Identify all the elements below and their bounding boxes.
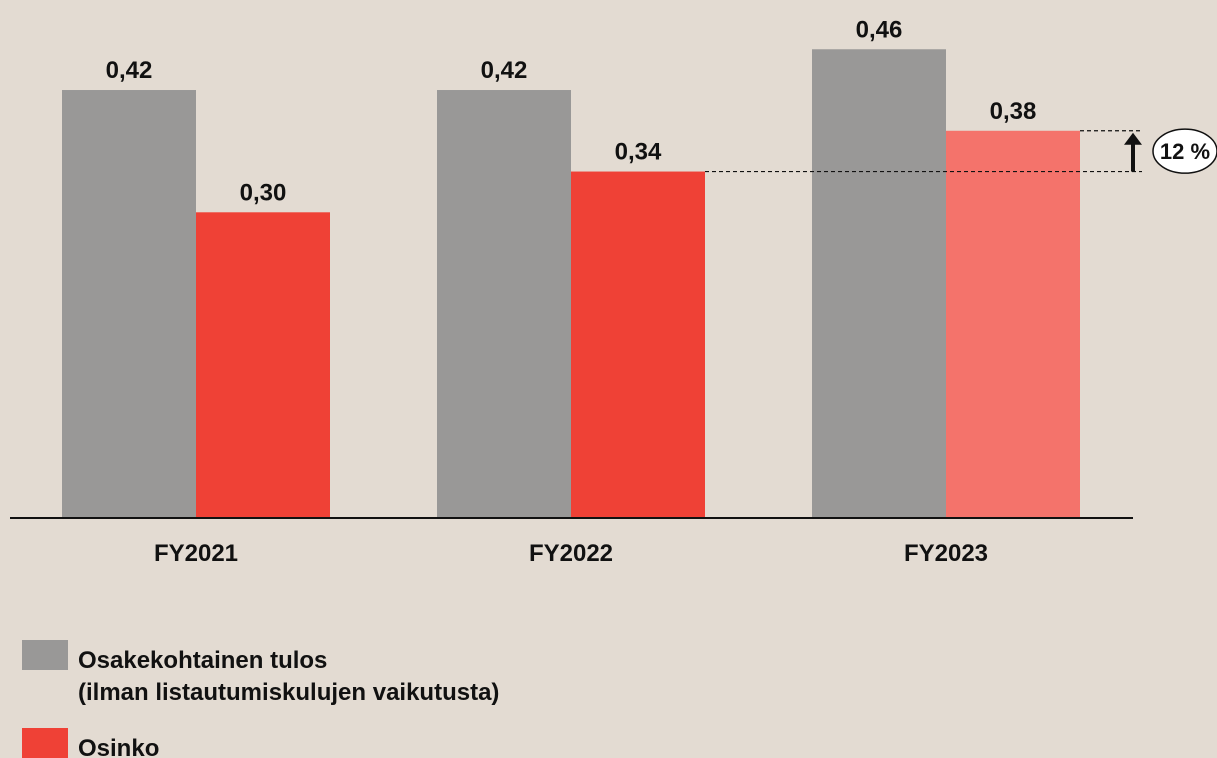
bar bbox=[812, 49, 946, 518]
legend-swatch bbox=[22, 728, 68, 758]
bar bbox=[62, 90, 196, 519]
data-label: 0,38 bbox=[990, 98, 1037, 125]
data-label: 0,42 bbox=[106, 57, 153, 84]
bar bbox=[437, 90, 571, 519]
bar bbox=[946, 130, 1080, 518]
x-tick-label: FY2023 bbox=[904, 540, 988, 567]
data-label: 0,42 bbox=[481, 57, 528, 84]
x-tick-label: FY2022 bbox=[529, 540, 613, 567]
x-tick-label: FY2021 bbox=[154, 540, 238, 567]
bar bbox=[196, 212, 330, 519]
legend-label: Osinko bbox=[78, 735, 160, 758]
annotation: 12 % bbox=[1160, 139, 1210, 164]
bar bbox=[571, 171, 705, 519]
legend-label: Osakekohtainen tulos (ilman listautumisk… bbox=[78, 647, 500, 706]
arrow-head bbox=[1124, 132, 1142, 145]
data-label: 0,30 bbox=[240, 179, 287, 206]
legend-swatch bbox=[22, 640, 68, 670]
data-label: 0,34 bbox=[615, 139, 662, 166]
annotation-bubble bbox=[1152, 128, 1217, 174]
data-label: 0,46 bbox=[856, 16, 903, 43]
